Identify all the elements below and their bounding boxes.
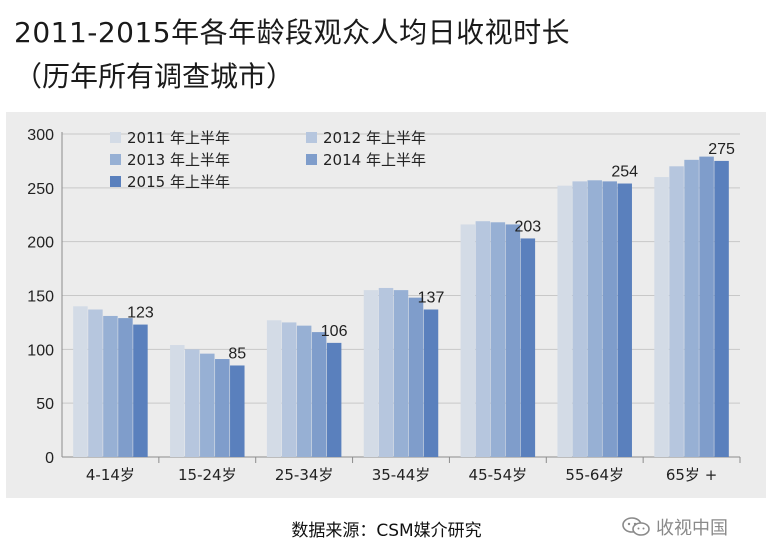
- watermark-text: 收视中国: [656, 518, 728, 539]
- x-tick-label: 4-14岁: [86, 466, 135, 484]
- legend-label: 2013 年上半年: [127, 151, 230, 169]
- y-tick-label: 250: [27, 181, 54, 198]
- bar: [326, 342, 342, 457]
- y-tick-label: 150: [27, 289, 54, 306]
- bar: [311, 332, 327, 457]
- bar: [103, 315, 118, 457]
- source-note: 数据来源：CSM媒介研究: [291, 521, 482, 541]
- chart-subtitle: （历年所有调查城市）: [14, 60, 295, 93]
- bar: [460, 224, 476, 457]
- bar: [602, 181, 617, 457]
- bar: [475, 221, 491, 457]
- bar: [520, 238, 536, 457]
- bar: [572, 181, 587, 457]
- x-tick-label: 45-54岁: [469, 466, 528, 484]
- bar: [699, 156, 714, 458]
- legend-label: 2012 年上半年: [323, 129, 426, 147]
- bar: [73, 306, 88, 457]
- watermark: 收视中国: [622, 514, 728, 540]
- bar: [684, 159, 699, 457]
- bar: [200, 353, 215, 457]
- bar: [654, 177, 669, 458]
- x-tick-label: 55-64岁: [565, 466, 624, 484]
- legend-label: 2015 年上半年: [127, 173, 230, 191]
- data-label: 203: [515, 218, 542, 235]
- y-tick-label: 300: [27, 127, 54, 144]
- bar: [505, 224, 521, 457]
- bar: [281, 322, 297, 457]
- y-tick-label: 0: [45, 450, 54, 467]
- bar: [408, 297, 424, 457]
- bar: [714, 160, 729, 457]
- bar: [170, 345, 185, 457]
- bar: [215, 359, 230, 457]
- bar: [557, 185, 572, 457]
- chart-panel: 0 50 100 150 200 250 300 4-14岁 123 15-24岁 85 25-34岁…: [6, 112, 766, 498]
- bar: [133, 324, 148, 457]
- legend-swatch: [110, 132, 121, 143]
- bar-chart: 0 50 100 150 200 250 300 4-14岁 123 15-24岁 85 25-34岁…: [27, 127, 741, 484]
- data-label: 254: [611, 164, 638, 181]
- bar: [266, 320, 282, 457]
- bar: [118, 318, 133, 457]
- y-tick-label: 200: [27, 235, 54, 252]
- bar: [296, 325, 312, 457]
- x-tick-label: 25-34岁: [275, 466, 334, 484]
- x-tick-label: 35-44岁: [372, 466, 431, 484]
- data-label: 123: [127, 305, 154, 322]
- bar: [393, 290, 409, 457]
- bar: [617, 183, 632, 457]
- bar: [363, 290, 379, 457]
- legend-swatch: [110, 176, 121, 187]
- chart-title: 2011-2015年各年龄段观众人均日收视时长: [14, 16, 571, 49]
- data-label: 106: [321, 323, 348, 340]
- x-tick-label: 65岁 +: [666, 466, 717, 484]
- legend-label: 2011 年上半年: [127, 129, 230, 147]
- wechat-icon: [622, 517, 650, 536]
- y-tick-label: 50: [36, 396, 54, 413]
- data-label: 137: [418, 289, 445, 306]
- legend-swatch: [306, 154, 317, 165]
- data-label: 275: [708, 141, 735, 158]
- bar: [230, 365, 245, 457]
- bar: [378, 287, 394, 457]
- bar: [423, 309, 439, 457]
- bar: [185, 349, 200, 457]
- legend-swatch: [306, 132, 317, 143]
- legend-label: 2014 年上半年: [323, 151, 426, 169]
- y-tick-label: 100: [27, 342, 54, 359]
- bar: [669, 166, 684, 458]
- legend-swatch: [110, 154, 121, 165]
- bar: [88, 309, 103, 457]
- bar: [490, 222, 506, 457]
- bar: [587, 180, 602, 457]
- x-tick-label: 15-24岁: [178, 466, 237, 484]
- data-label: 85: [228, 345, 246, 362]
